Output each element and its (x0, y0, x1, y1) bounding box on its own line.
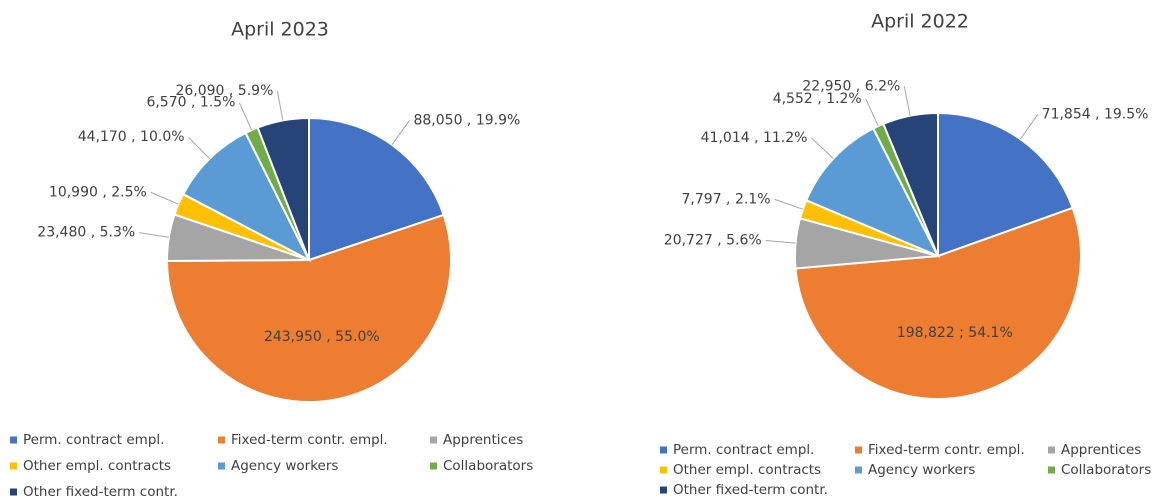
legend-label: Apprentices (443, 432, 523, 448)
data-label: 10,990 , 2.5% (49, 184, 147, 200)
legend-swatch (660, 466, 667, 474)
legend-label: Other fixed-term contr. (673, 482, 828, 498)
legend-swatch (855, 446, 862, 454)
data-label: 26,090 , 5.9% (175, 83, 273, 99)
legend-label: Other empl. contracts (23, 458, 171, 474)
leader-line (188, 136, 210, 159)
legend-label: Collaborators (1061, 462, 1151, 478)
pie-slice (804, 127, 941, 258)
legend-label: Fixed-term contr. empl. (868, 442, 1025, 458)
legend-swatch (10, 462, 17, 470)
legend-swatch (430, 462, 437, 470)
data-label: 71,854 , 19.5% (1042, 107, 1149, 123)
legend-label: Perm. contract empl. (23, 432, 164, 448)
leader-line (276, 90, 284, 121)
chart-title: April 2022 (871, 11, 969, 33)
pie-slice (165, 213, 452, 403)
legend-swatch (430, 436, 437, 444)
legend-swatch (218, 462, 225, 470)
data-label: 198,822 ; 54.1% (897, 325, 1013, 341)
leader-line (139, 232, 169, 238)
legend-label: Apprentices (1061, 442, 1141, 458)
legend-label: Perm. contract empl. (673, 442, 814, 458)
leader-line (865, 98, 879, 127)
leader-line (1019, 114, 1039, 140)
data-label: 44,170 , 10.0% (78, 129, 185, 145)
legend-swatch (855, 466, 862, 474)
legend-label: Agency workers (231, 458, 338, 474)
leader-line (238, 102, 253, 131)
legend-swatch (660, 446, 667, 454)
legend-label: Collaborators (443, 458, 533, 474)
data-label: 20,727 , 5.6% (664, 232, 762, 248)
legend-swatch (218, 436, 225, 444)
data-label: 22,950 , 6.2% (802, 78, 900, 94)
leader-line (150, 191, 179, 205)
data-label: 23,480 , 5.3% (37, 225, 135, 241)
legend-swatch (1048, 466, 1055, 474)
leader-line (811, 137, 834, 159)
data-label: 243,950 , 55.0% (264, 329, 380, 345)
data-label: 6,570 , 1.5% (146, 95, 235, 111)
legend-label: Other empl. contracts (673, 462, 821, 478)
legend-swatch (660, 486, 667, 494)
leader-line (903, 86, 911, 116)
data-label: 41,014 , 11.2% (701, 130, 808, 146)
data-label: 4,552 , 1.2% (773, 91, 862, 107)
leader-line (774, 198, 804, 210)
pie-slice (256, 116, 310, 261)
legend-label: Other fixed-term contr. (23, 484, 178, 500)
chart-title: April 2023 (231, 19, 329, 41)
legend-swatch (10, 436, 17, 444)
pie-slice (794, 206, 1082, 400)
data-label: 7,797 , 2.1% (682, 191, 771, 207)
leader-line (391, 120, 410, 146)
pie-slice (181, 131, 312, 263)
legend-swatch (1048, 446, 1055, 454)
data-label: 88,050 , 19.9% (413, 112, 520, 128)
legend-swatch (10, 488, 17, 496)
legend-label: Fixed-term contr. empl. (231, 432, 388, 448)
leader-line (765, 239, 796, 244)
legend-label: Agency workers (868, 462, 975, 478)
